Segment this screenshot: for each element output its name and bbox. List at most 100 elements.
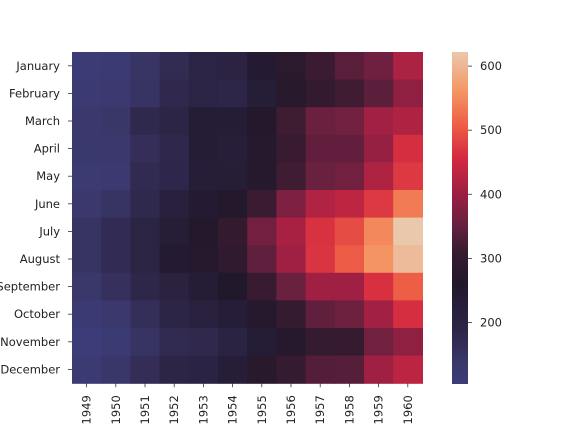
heatmap-cell [218,300,248,329]
heatmap-cell [364,107,394,136]
heatmap-cell [72,190,102,219]
heatmap-cell [72,328,102,357]
heatmap-cell [305,79,336,108]
heatmap-cell [364,245,394,274]
heatmap-cell [130,272,161,301]
heatmap-cell [276,217,307,246]
heatmap-cell [305,134,336,163]
heatmap-cell [218,355,248,384]
heatmap-cell [334,300,365,329]
heatmap-cell [305,328,336,357]
row-label: March [25,114,60,128]
heatmap-cell [188,217,219,246]
heatmap-cell [393,162,423,191]
heatmap-cell [159,355,190,384]
heatmap-cell [334,245,365,274]
heatmap-cell [393,328,423,357]
heatmap-cell [218,245,248,274]
colorbar [452,52,468,384]
heatmap-cell [393,52,423,81]
heatmap-cell [101,52,131,81]
heatmap-cell [334,328,365,357]
heatmap-cell [72,52,102,81]
heatmap-cell [276,162,307,191]
heatmap-cell [334,355,365,384]
heatmap-cell [247,107,277,136]
heatmap-cell [276,52,307,81]
heatmap-cell [276,245,307,274]
heatmap-cell [72,134,102,163]
heatmap-cell [218,328,248,357]
heatmap-cell [218,134,248,163]
heatmap-cell [72,79,102,108]
column-label: 1953 [196,395,210,424]
heatmap-cell [334,52,365,81]
heatmap-cell [364,217,394,246]
heatmap-cell [247,272,277,301]
heatmap-cell [130,162,161,191]
heatmap-cell [305,190,336,219]
heatmap-cell [247,190,277,219]
heatmap-cell [218,79,248,108]
heatmap-cell [72,162,102,191]
heatmap-cell [364,162,394,191]
heatmap-cell [101,190,131,219]
heatmap-cell [276,300,307,329]
heatmap-cell [130,52,161,81]
heatmap-cell [72,272,102,301]
heatmap-cell [159,190,190,219]
colorbar-tick-label: 500 [480,123,502,137]
heatmap-cell [247,217,277,246]
heatmap-cell [305,355,336,384]
heatmap-cell [188,162,219,191]
heatmap-cell [305,107,336,136]
heatmap-cell [188,52,219,81]
heatmap-cell [305,245,336,274]
heatmap-cell [188,79,219,108]
heatmap-cell [247,79,277,108]
heatmap-cell [305,300,336,329]
heatmap-cell [247,134,277,163]
heatmap-cell [159,245,190,274]
heatmap-cell [276,328,307,357]
heatmap-cell [188,107,219,136]
heatmap-cell [130,134,161,163]
heatmap-cell [159,52,190,81]
heatmap-cell [305,217,336,246]
heatmap-cell [334,134,365,163]
heatmap-cell [218,52,248,81]
heatmap-cell [72,355,102,384]
heatmap-cell [364,52,394,81]
heatmap-cell [130,190,161,219]
heatmap-cell [130,79,161,108]
row-label: February [9,86,60,100]
row-label: June [34,197,60,211]
heatmap-cell [101,328,131,357]
heatmap-cell [101,162,131,191]
column-label: 1951 [138,395,152,424]
heatmap-cell [159,272,190,301]
heatmap-cell [247,300,277,329]
heatmap-cell [130,300,161,329]
heatmap-cell [101,79,131,108]
heatmap-cell [393,355,423,384]
heatmap-cell [101,355,131,384]
row-label: November [0,335,60,349]
heatmap-cell [364,134,394,163]
column-label: 1949 [80,395,94,424]
column-label: 1957 [313,395,327,424]
heatmap-cell [188,300,219,329]
colorbar-tick-label: 400 [480,187,502,201]
heatmap-cell [218,107,248,136]
heatmap-cell [159,217,190,246]
heatmap-cell [72,300,102,329]
row-label: December [0,362,60,376]
heatmap-cell [159,162,190,191]
heatmap-cell [334,107,365,136]
heatmap-cell [247,328,277,357]
column-labels: 1949 1950 1951 1952 1953 1954 1955 1956 1957 1958… [80,383,415,424]
heatmap-cell [276,107,307,136]
heatmap-cell [334,272,365,301]
colorbar-tick-label: 200 [480,315,502,329]
heatmap-cell [130,328,161,357]
